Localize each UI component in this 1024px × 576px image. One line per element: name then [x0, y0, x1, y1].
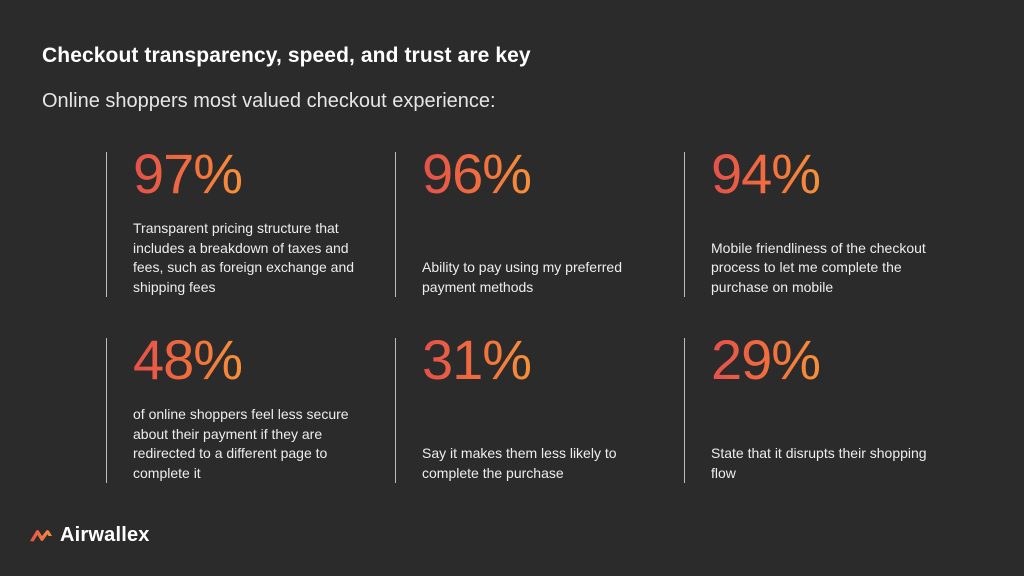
stat-card-6: 29% State that it disrupts their shoppin… — [684, 330, 955, 483]
slide-subtitle: Online shoppers most valued checkout exp… — [42, 90, 496, 112]
stat-description: Mobile friendliness of the checkout proc… — [711, 239, 926, 295]
stat-value: 96% — [422, 142, 532, 205]
slide-title: Checkout transparency, speed, and trust … — [42, 44, 531, 67]
stat-card-3: 94% Mobile friendliness of the checkout … — [684, 144, 955, 297]
airwallex-logo-icon — [28, 525, 54, 547]
stat-description: of online shoppers feel less secure abou… — [133, 406, 349, 481]
stat-value: 97% — [133, 142, 243, 205]
stat-value: 29% — [711, 328, 821, 391]
stat-description: State that it disrupts their shopping fl… — [711, 445, 927, 481]
stat-description: Ability to pay using my preferred paymen… — [422, 259, 622, 295]
stat-card-2: 96% Ability to pay using my preferred pa… — [395, 144, 666, 297]
brand-logo: Airwallex — [28, 524, 150, 547]
brand-name: Airwallex — [60, 524, 150, 546]
stat-card-5: 31% Say it makes them less likely to com… — [395, 330, 666, 483]
stat-card-1: 97% Transparent pricing structure that i… — [106, 144, 377, 297]
stat-card-4: 48% of online shoppers feel less secure … — [106, 330, 377, 483]
stat-value: 31% — [422, 328, 532, 391]
stat-value: 94% — [711, 142, 821, 205]
stat-description: Transparent pricing structure that inclu… — [133, 220, 355, 295]
stat-value: 48% — [133, 328, 243, 391]
stat-description: Say it makes them less likely to complet… — [422, 445, 617, 481]
